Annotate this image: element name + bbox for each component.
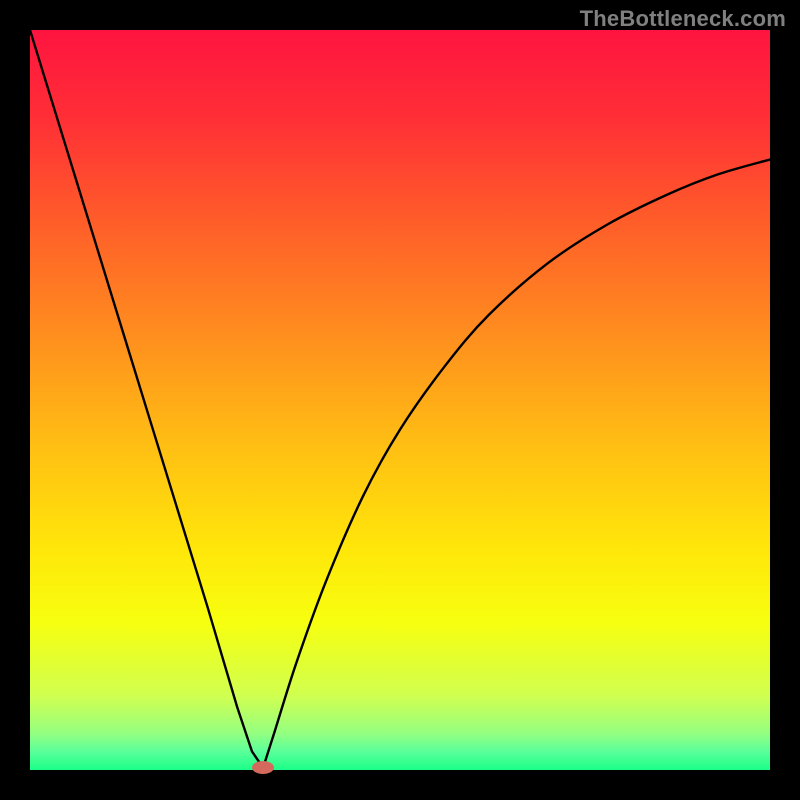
plot-area: [30, 30, 770, 770]
minimum-marker: [252, 761, 274, 774]
chart-frame: TheBottleneck.com: [0, 0, 800, 800]
bottleneck-curve: [30, 30, 770, 770]
watermark-text: TheBottleneck.com: [580, 6, 786, 32]
